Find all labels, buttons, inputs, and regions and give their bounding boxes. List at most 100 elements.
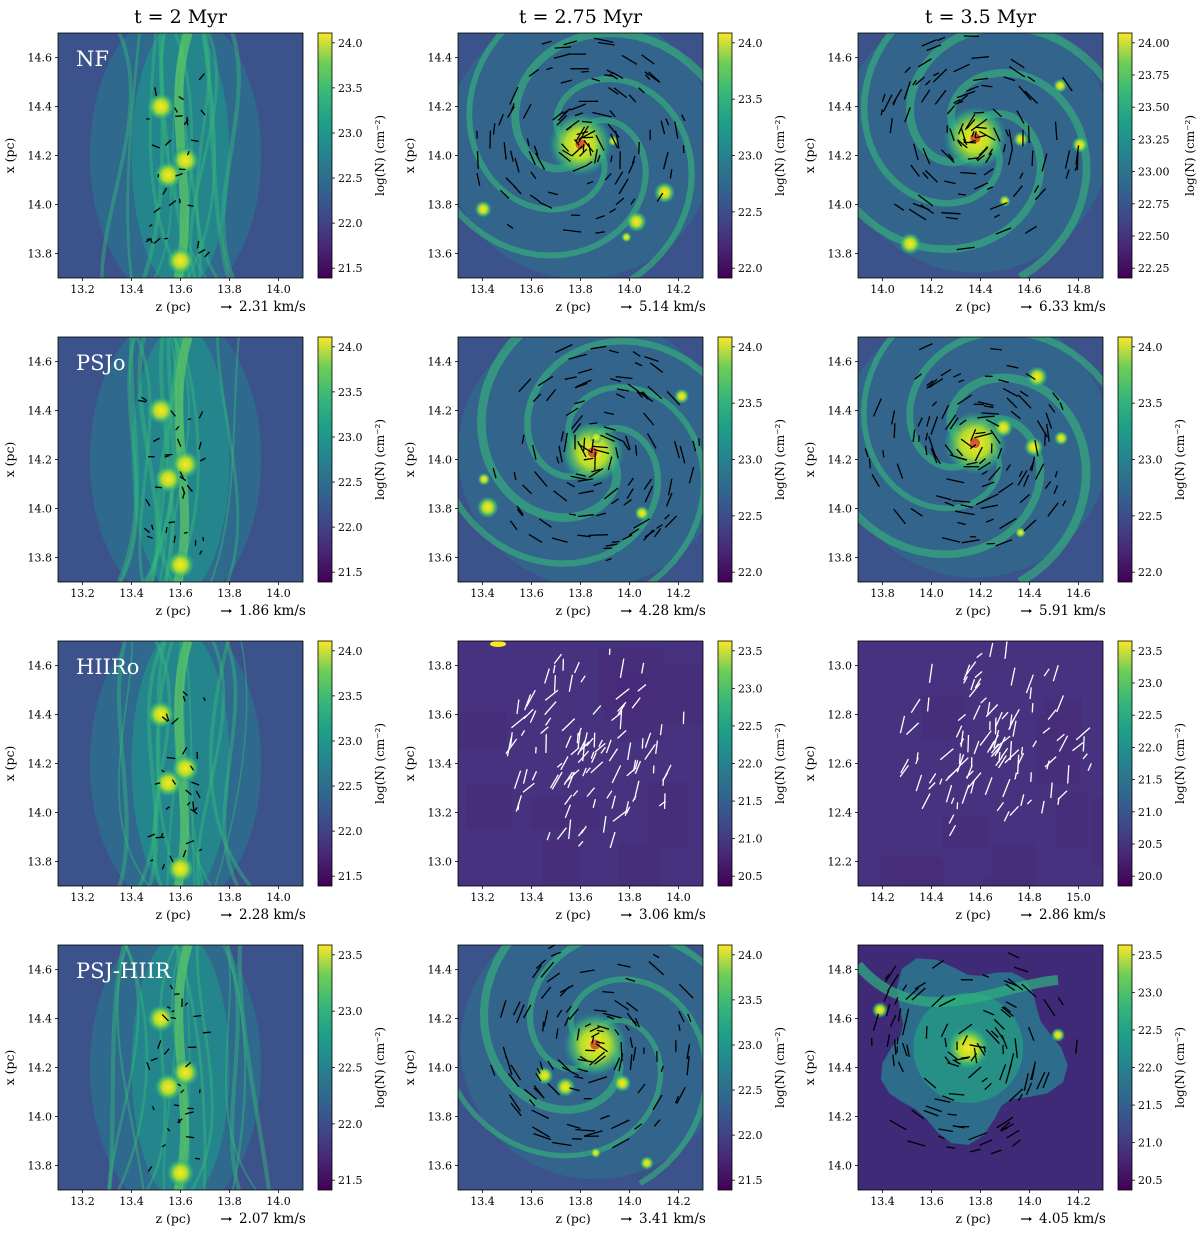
y-tick-label: 13.8 bbox=[28, 856, 53, 869]
velocity-arrow bbox=[974, 182, 989, 190]
velocity-arrow bbox=[957, 521, 966, 526]
dense-clump bbox=[166, 1158, 195, 1187]
velocity-arrow bbox=[190, 808, 198, 815]
velocity-arrow bbox=[944, 1037, 948, 1048]
velocity-arrow bbox=[594, 451, 596, 470]
velocity-arrow bbox=[556, 762, 563, 768]
velocity-key-head bbox=[629, 305, 632, 309]
velocity-arrow bbox=[938, 997, 956, 1008]
velocity-arrow bbox=[146, 535, 153, 539]
velocity-arrow bbox=[198, 248, 206, 254]
colorbar-label: log(N) (cm⁻²) bbox=[773, 419, 787, 500]
velocity-arrow bbox=[1003, 1005, 1012, 1013]
y-axis-label: x (pc) bbox=[2, 442, 17, 478]
velocity-arrow bbox=[625, 977, 636, 983]
velocity-arrow bbox=[605, 739, 612, 754]
velocity-arrow bbox=[938, 1128, 954, 1133]
velocity-arrow bbox=[904, 66, 911, 74]
velocity-arrow bbox=[553, 53, 570, 59]
velocity-arrow bbox=[1014, 1038, 1018, 1059]
gas-strand bbox=[195, 33, 219, 278]
colorbar-tick-label: 23.5 bbox=[1138, 949, 1163, 962]
velocity-arrow bbox=[1029, 461, 1034, 471]
velocity-arrow bbox=[982, 974, 990, 978]
velocity-arrow bbox=[1014, 772, 1018, 780]
velocity-arrow bbox=[166, 1006, 171, 1009]
velocity-arrow bbox=[967, 734, 970, 753]
y-axis-label: x (pc) bbox=[402, 1050, 417, 1086]
velocity-arrow bbox=[660, 120, 666, 135]
velocity-arrow bbox=[1036, 420, 1048, 438]
gas-strand bbox=[100, 33, 133, 278]
velocity-arrow bbox=[566, 482, 576, 488]
velocity-arrow bbox=[182, 746, 188, 755]
velocity-arrow bbox=[537, 375, 554, 387]
velocity-arrow bbox=[540, 961, 555, 978]
x-tick-label: 13.4 bbox=[119, 587, 144, 600]
velocity-arrow bbox=[151, 1105, 155, 1111]
colorbar-tick-label: 23.25 bbox=[1138, 133, 1170, 146]
velocity-arrow bbox=[180, 1089, 185, 1094]
y-axis-label: x (pc) bbox=[2, 138, 17, 174]
velocity-arrow bbox=[560, 79, 572, 84]
velocity-arrow bbox=[596, 1029, 604, 1033]
velocity-arrow bbox=[187, 204, 194, 207]
velocity-arrow bbox=[141, 396, 148, 402]
gas-strand bbox=[222, 641, 240, 886]
x-tick-label: 14.0 bbox=[666, 891, 691, 904]
velocity-arrow bbox=[688, 466, 695, 484]
velocity-arrow bbox=[644, 744, 656, 760]
colorbar bbox=[317, 640, 333, 887]
density-map bbox=[858, 337, 1103, 582]
velocity-arrow bbox=[574, 382, 588, 389]
velocity-arrow bbox=[585, 767, 591, 774]
velocity-arrow bbox=[884, 965, 897, 983]
velocity-arrow bbox=[627, 742, 632, 761]
velocity-arrow bbox=[634, 361, 643, 367]
velocity-arrow bbox=[1041, 800, 1045, 814]
velocity-arrow bbox=[528, 1098, 536, 1107]
x-tick-label: 13.4 bbox=[870, 1195, 895, 1208]
velocity-arrow bbox=[179, 476, 187, 482]
velocity-arrow bbox=[151, 144, 160, 149]
core-center bbox=[970, 438, 981, 449]
y-tick-label: 13.2 bbox=[428, 807, 453, 820]
velocity-arrow bbox=[949, 128, 955, 142]
dense-clump bbox=[166, 246, 195, 275]
colorbar bbox=[317, 336, 333, 583]
colorbar bbox=[1117, 336, 1133, 583]
x-tick-label: 13.8 bbox=[568, 283, 593, 296]
gas-strand bbox=[152, 641, 172, 886]
x-axis-label: z (pc) bbox=[155, 299, 190, 314]
x-tick-label: 13.6 bbox=[168, 283, 193, 296]
x-tick-label: 13.4 bbox=[119, 283, 144, 296]
velocity-arrow bbox=[631, 1020, 638, 1027]
velocity-arrow bbox=[1082, 753, 1088, 760]
velocity-arrow bbox=[633, 518, 650, 529]
velocity-arrow bbox=[662, 152, 669, 170]
velocity-arrow bbox=[920, 89, 931, 103]
colorbar-label: log(N) (cm⁻²) bbox=[773, 115, 787, 196]
velocity-arrow bbox=[553, 490, 568, 502]
velocity-arrow bbox=[975, 431, 986, 435]
gas-strand bbox=[116, 945, 145, 1190]
velocity-arrow bbox=[926, 44, 942, 52]
velocity-arrow bbox=[526, 138, 530, 147]
velocity-arrow bbox=[894, 997, 899, 1005]
velocity-arrow bbox=[594, 149, 598, 164]
velocity-arrow bbox=[957, 94, 968, 104]
velocity-arrow bbox=[990, 429, 1001, 445]
velocity-arrow bbox=[641, 738, 644, 749]
velocity-arrow bbox=[531, 964, 543, 979]
velocity-arrow bbox=[965, 770, 974, 779]
velocity-arrow bbox=[953, 373, 962, 378]
velocity-arrow bbox=[185, 1061, 192, 1068]
velocity-arrow bbox=[168, 521, 175, 524]
velocity-arrow bbox=[687, 1013, 692, 1022]
velocity-arrow bbox=[534, 471, 548, 487]
velocity-arrow bbox=[573, 1075, 584, 1080]
velocity-arrow bbox=[597, 1025, 610, 1030]
velocity-arrow bbox=[198, 441, 202, 450]
velocity-arrow bbox=[1018, 470, 1023, 478]
gas-strand bbox=[116, 337, 139, 582]
